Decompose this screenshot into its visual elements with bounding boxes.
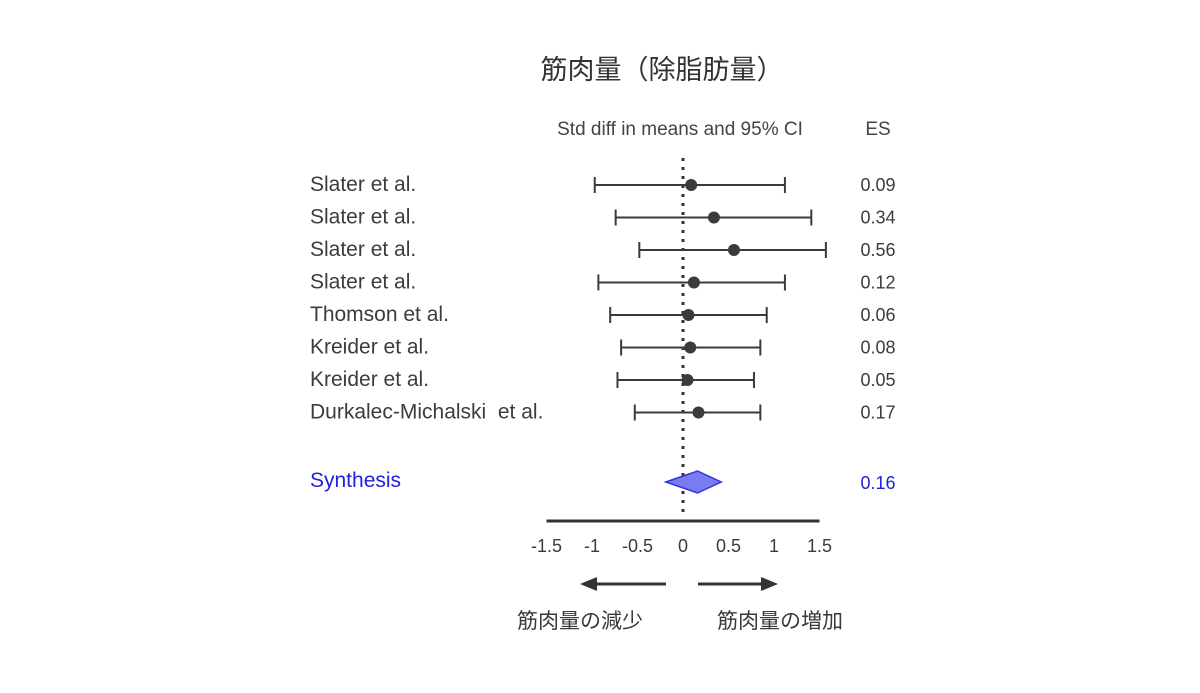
effect-size-value: 0.12 xyxy=(860,273,895,293)
effect-size-value: 0.06 xyxy=(860,305,895,325)
effect-point xyxy=(685,179,698,191)
study-row: Slater et al. 0.56 xyxy=(310,238,896,261)
x-tick-label: 0.5 xyxy=(716,536,741,556)
effect-point xyxy=(687,276,700,289)
study-label: Slater et al. xyxy=(310,206,416,229)
study-label: Slater et al. xyxy=(310,173,416,196)
study-row: Slater et al. 0.09 xyxy=(310,173,896,196)
synthesis-diamond xyxy=(663,470,723,494)
study-row: Kreider et al. 0.05 xyxy=(310,368,896,391)
study-label: Slater et al. xyxy=(310,271,416,294)
study-label: Kreider et al. xyxy=(310,368,429,391)
synthesis-effect-size: 0.16 xyxy=(860,473,895,493)
x-tick-label: 0 xyxy=(678,536,688,556)
x-tick-label: -1 xyxy=(584,536,600,556)
study-label: Slater et al. xyxy=(310,238,416,261)
study-row: Durkalec-Michalski et al. 0.17 xyxy=(310,401,896,424)
direction-left-label: 筋肉量の減少 xyxy=(517,609,643,633)
effect-point xyxy=(692,406,705,419)
effect-point xyxy=(681,374,694,386)
effect-point xyxy=(684,341,697,354)
study-row: Slater et al. 0.34 xyxy=(310,206,896,229)
direction-right-label: 筋肉量の増加 xyxy=(717,609,843,633)
ci-column-header: Std diff in means and 95% CI xyxy=(557,119,803,140)
x-tick-label: -1.5 xyxy=(531,536,562,556)
effect-size-value: 0.56 xyxy=(860,240,895,260)
study-label: Kreider et al. xyxy=(310,336,429,359)
effect-size-value: 0.34 xyxy=(860,208,895,228)
effect-point xyxy=(727,244,740,256)
effect-size-value: 0.05 xyxy=(860,370,895,390)
study-row: Thomson et al. 0.06 xyxy=(310,303,896,326)
effect-size-value: 0.08 xyxy=(860,338,895,358)
effect-point xyxy=(707,211,720,224)
left-arrow-head xyxy=(580,577,597,591)
study-label: Durkalec-Michalski et al. xyxy=(310,401,543,424)
synthesis-label: Synthesis xyxy=(310,469,401,492)
es-column-header: ES xyxy=(865,119,890,140)
effect-size-value: 0.17 xyxy=(860,403,895,423)
x-tick-label: 1.5 xyxy=(807,536,832,556)
study-label: Thomson et al. xyxy=(310,303,449,326)
chart-title: 筋肉量（除脂肪量） xyxy=(541,55,784,86)
effect-point xyxy=(682,309,695,321)
study-row: Slater et al. 0.12 xyxy=(310,271,896,294)
x-tick-label: -0.5 xyxy=(622,536,653,556)
study-row: Kreider et al. 0.08 xyxy=(310,336,896,359)
right-arrow-head xyxy=(761,577,778,591)
x-tick-label: 1 xyxy=(769,536,779,556)
effect-size-value: 0.09 xyxy=(860,175,895,195)
